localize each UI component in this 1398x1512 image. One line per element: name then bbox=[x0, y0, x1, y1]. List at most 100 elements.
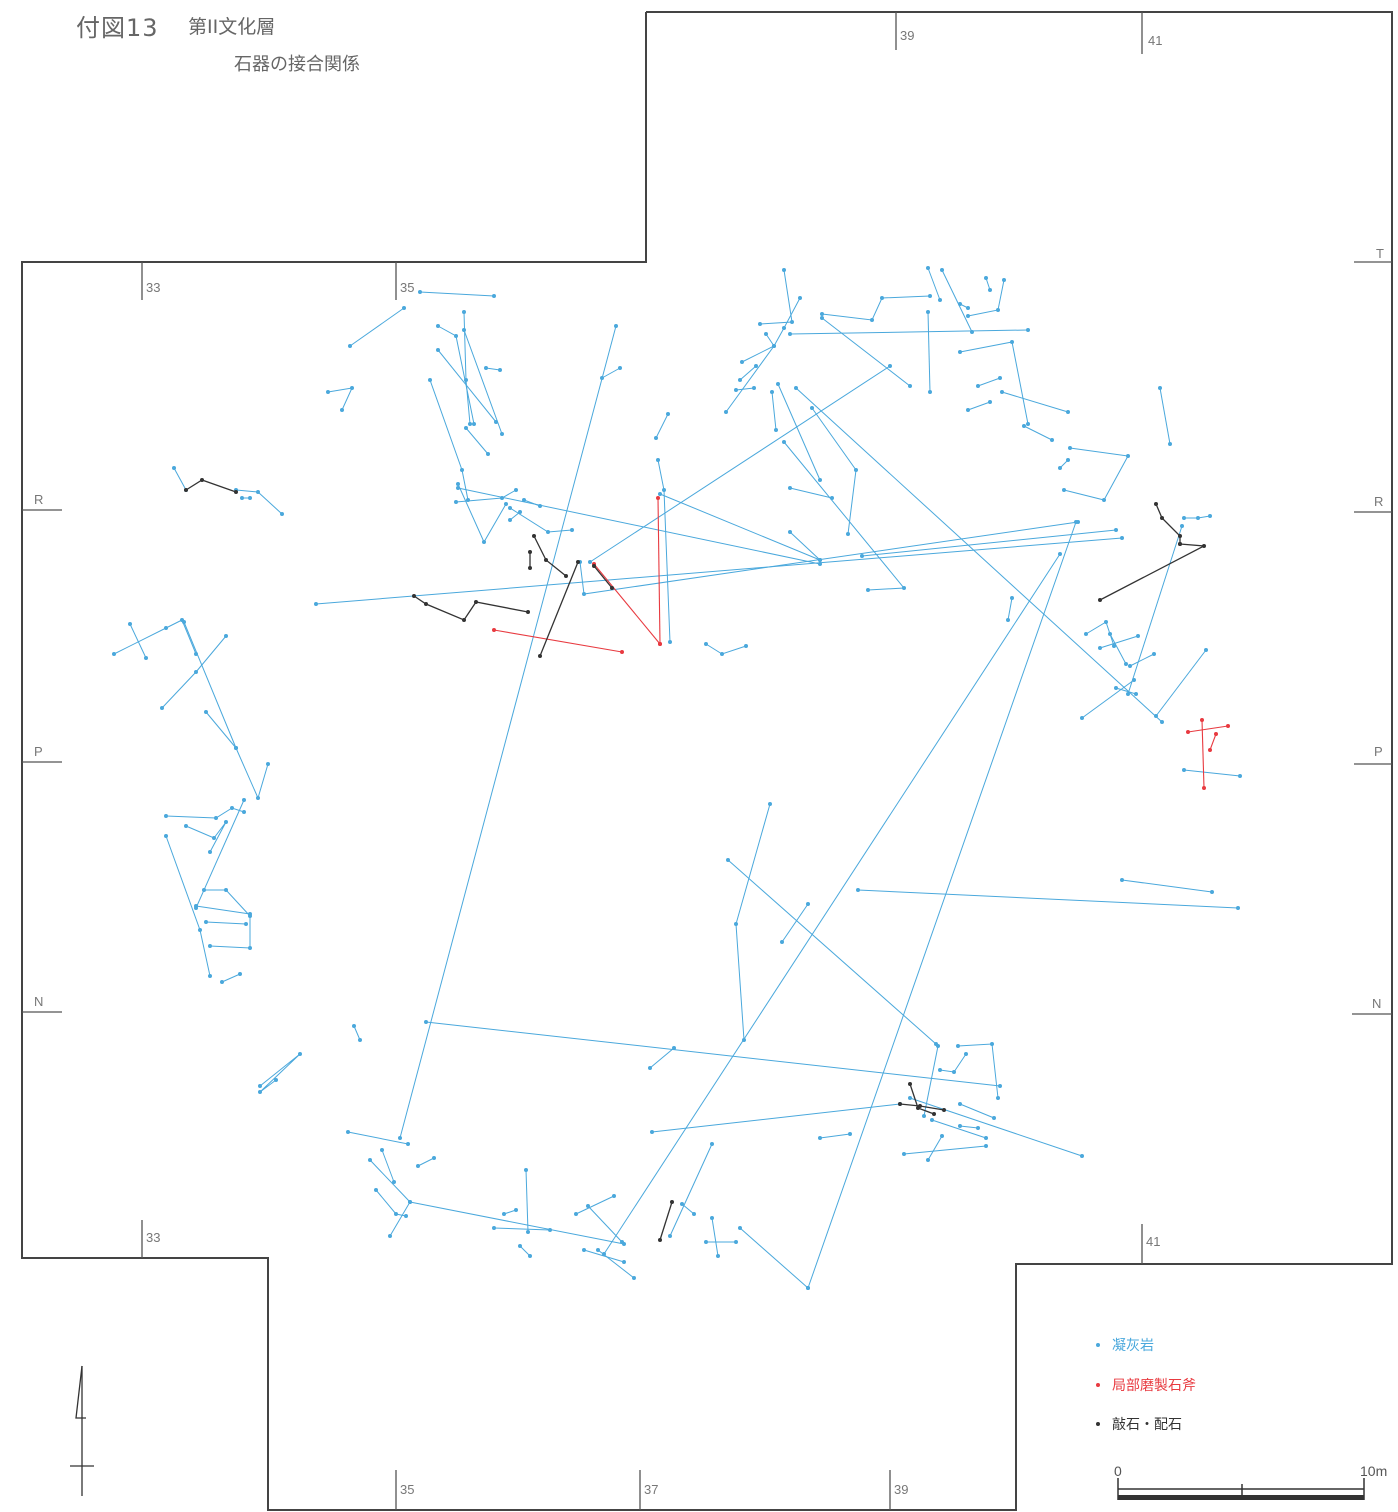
tuff-refit-point bbox=[368, 1158, 372, 1162]
tuff-refit-line bbox=[977, 377, 1001, 387]
tuff-refit-line bbox=[909, 1097, 1083, 1157]
tuff-refit-point bbox=[1182, 516, 1186, 520]
tuff-refit-point bbox=[668, 640, 672, 644]
tuff-refit-point bbox=[780, 940, 784, 944]
tuff-refit-point bbox=[1126, 692, 1130, 696]
tuff-refit-point bbox=[482, 540, 486, 544]
tuff-refit-point bbox=[922, 1114, 926, 1118]
tuff-refit-line bbox=[795, 387, 1163, 723]
tuff-refit-point bbox=[388, 1234, 392, 1238]
hammerstone-refit-point bbox=[544, 558, 548, 562]
tuff-refit-point bbox=[648, 1066, 652, 1070]
tuff-refit-point bbox=[996, 308, 1000, 312]
tuff-refit-line bbox=[165, 835, 211, 977]
legend-item-hammerstone: 敲石・配石 bbox=[1096, 1416, 1182, 1433]
tuff-refit-point bbox=[984, 1136, 988, 1140]
tuff-refit-line bbox=[959, 341, 1029, 425]
tuff-refit-point bbox=[726, 858, 730, 862]
hammerstone-refit-line bbox=[533, 535, 567, 577]
site-outline bbox=[21, 11, 1393, 1511]
tuff-refit-line bbox=[349, 307, 405, 347]
grid-ticks bbox=[22, 12, 1392, 1510]
tuff-refit-line bbox=[221, 973, 241, 983]
tuff-refit-point bbox=[928, 390, 932, 394]
tuff-refit-point bbox=[266, 762, 270, 766]
tuff-refit-point bbox=[734, 388, 738, 392]
tuff-refit-point bbox=[744, 644, 748, 648]
tuff-refit-point bbox=[456, 482, 460, 486]
tuff-refit-point bbox=[658, 492, 662, 496]
tuff-refit-point bbox=[966, 408, 970, 412]
hammerstone-refit-line bbox=[1099, 543, 1207, 601]
grid-label-left-N: N bbox=[34, 994, 43, 1009]
grid-label-top-41: 41 bbox=[1148, 33, 1162, 48]
tuff-refit-point bbox=[220, 980, 224, 984]
tuff-refit-line bbox=[735, 803, 771, 1041]
legend-label-tuff: 凝灰岩 bbox=[1112, 1338, 1154, 1354]
tuff-refit-line bbox=[173, 467, 187, 491]
tuff-refit-point bbox=[208, 944, 212, 948]
tuff-refit-point bbox=[820, 316, 824, 320]
tuff-refit-point bbox=[182, 620, 186, 624]
tuff-refit-point bbox=[224, 888, 228, 892]
tuff-refit-point bbox=[514, 1208, 518, 1212]
grid-label-right-N: N bbox=[1372, 996, 1381, 1011]
tuff-refit-line bbox=[985, 277, 991, 291]
axe-refit-line bbox=[593, 563, 661, 645]
axe-refit-point bbox=[1202, 786, 1206, 790]
tuff-refit-line bbox=[381, 1149, 395, 1183]
axe-refit-lines bbox=[492, 496, 1230, 790]
tuff-refit-point bbox=[160, 706, 164, 710]
tuff-refit-point bbox=[194, 906, 198, 910]
tuff-refit-point bbox=[788, 486, 792, 490]
tuff-refit-point bbox=[966, 306, 970, 310]
hammerstone-refit-point bbox=[526, 610, 530, 614]
tuff-refit-point bbox=[498, 368, 502, 372]
tuff-refit-point bbox=[518, 1244, 522, 1248]
tuff-refit-point bbox=[374, 1188, 378, 1192]
tuff-refit-point bbox=[248, 914, 252, 918]
tuff-refit-point bbox=[790, 320, 794, 324]
tuff-refit-line bbox=[727, 859, 937, 1045]
tuff-refit-line bbox=[959, 1125, 979, 1129]
tuff-refit-point bbox=[752, 386, 756, 390]
tuff-refit-point bbox=[1196, 516, 1200, 520]
hammerstone-refit-point bbox=[576, 560, 580, 564]
tuff-refit-point bbox=[996, 1096, 1000, 1100]
tuff-refit-point bbox=[208, 850, 212, 854]
tuff-refit-line bbox=[651, 1103, 901, 1133]
tuff-refit-line bbox=[347, 1131, 409, 1145]
tuff-refit-point bbox=[956, 1044, 960, 1048]
tuff-refit-point bbox=[1058, 466, 1062, 470]
tuff-refit-line bbox=[819, 1133, 851, 1139]
legend-marker-axe bbox=[1096, 1383, 1100, 1387]
tuff-refit-point bbox=[128, 622, 132, 626]
tuff-refit-line bbox=[1129, 653, 1155, 667]
tuff-refit-line bbox=[315, 537, 1123, 605]
axe-refit-point bbox=[1214, 732, 1218, 736]
tuff-refit-line bbox=[1007, 597, 1013, 621]
tuff-refit-line bbox=[165, 807, 245, 819]
tuff-refit-line bbox=[777, 383, 821, 481]
tuff-refit-line bbox=[1155, 649, 1207, 717]
tuff-refit-point bbox=[754, 364, 758, 368]
scale-zero-label: 0 bbox=[1114, 1463, 1122, 1479]
tuff-refit-line bbox=[485, 367, 501, 371]
tuff-refit-point bbox=[908, 384, 912, 388]
tuff-refit-line bbox=[1183, 769, 1241, 777]
tuff-refit-point bbox=[1006, 618, 1010, 622]
tuff-refit-point bbox=[680, 1202, 684, 1206]
tuff-refit-point bbox=[738, 1226, 742, 1230]
tuff-refit-line bbox=[1023, 425, 1053, 441]
tuff-refit-point bbox=[1026, 422, 1030, 426]
tuff-refit-line bbox=[1115, 687, 1137, 695]
tuff-refit-line bbox=[327, 387, 353, 411]
tuff-refit-point bbox=[768, 802, 772, 806]
legend-marker-hammerstone bbox=[1096, 1422, 1100, 1426]
hammerstone-refit-point bbox=[592, 564, 596, 568]
axe-refit-line bbox=[1187, 725, 1229, 733]
tuff-refit-point bbox=[432, 1156, 436, 1160]
tuff-refit-point bbox=[508, 518, 512, 522]
tuff-refit-line bbox=[205, 921, 247, 925]
tuff-refit-point bbox=[1210, 890, 1214, 894]
